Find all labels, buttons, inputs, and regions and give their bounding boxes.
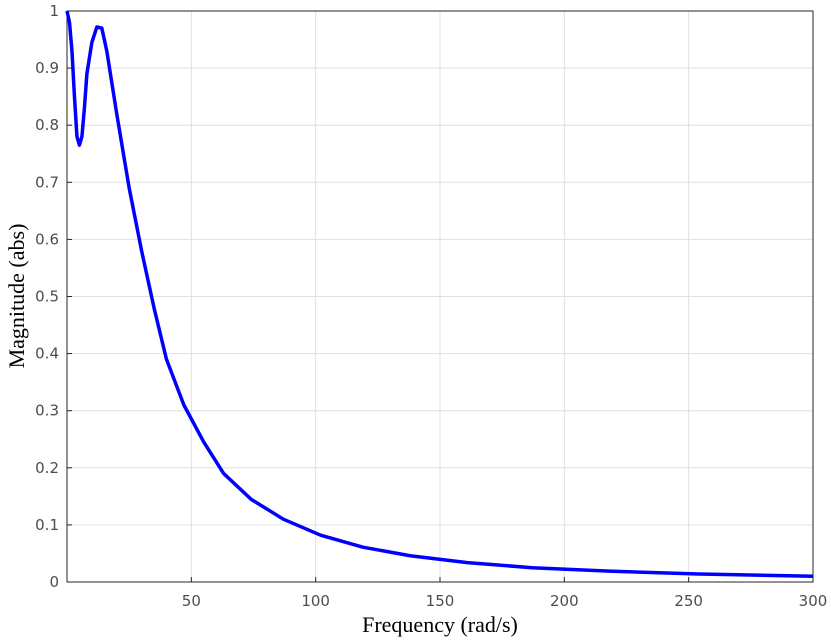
y-tick-label: 0 [49,573,59,591]
y-tick-label: 0.8 [35,116,59,134]
plot-frame [66,10,814,583]
y-tick-label: 0.2 [35,459,59,477]
y-tick-label: 0.4 [35,345,59,363]
y-axis-label: Magnitude (abs) [4,224,29,369]
y-tick-label: 0.6 [35,230,59,248]
x-tick-label: 250 [674,592,703,610]
x-tick-label: 100 [301,592,330,610]
y-tick-label: 0.1 [35,516,59,534]
y-tick-label: 1 [49,2,59,20]
line [65,10,814,579]
y-tick-label: 0.9 [35,59,59,77]
y-tick-label: 0.7 [35,173,59,191]
x-tick-label: 300 [799,592,828,610]
x-axis-label: Frequency (rad/s) [362,612,518,637]
x-tick-label: 200 [550,592,579,610]
x-tick-label: 150 [426,592,455,610]
x-tick-label: 50 [182,592,201,610]
y-tick-label: 0.3 [35,402,59,420]
y-tick-label: 0.5 [35,288,59,306]
